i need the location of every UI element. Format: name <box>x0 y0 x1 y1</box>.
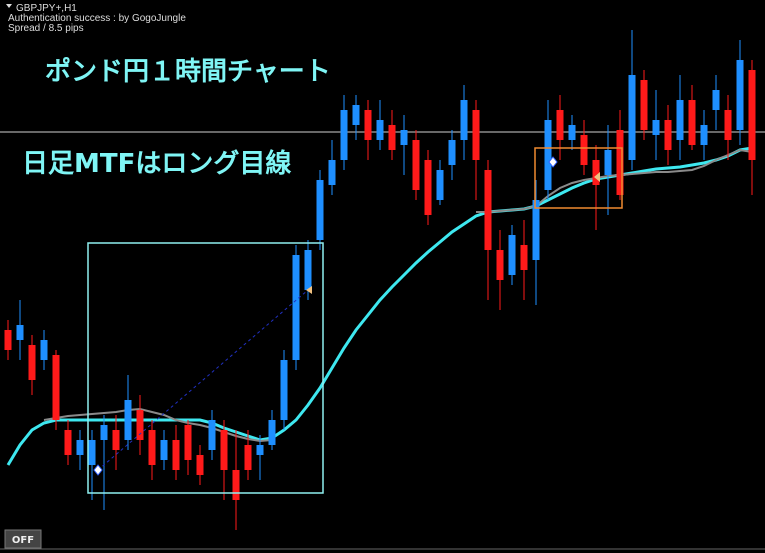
candle-body <box>736 60 744 130</box>
candle-body <box>724 110 732 140</box>
candle-body <box>28 345 36 380</box>
arrow-marker <box>93 464 103 476</box>
candle-body <box>340 110 348 160</box>
candle-body <box>316 180 324 240</box>
candle-body <box>532 200 540 260</box>
symbol: GBPJPY+,H1 <box>16 3 77 14</box>
auth-status: Authentication success : by GogoJungle <box>8 13 186 24</box>
candle-body <box>628 75 636 160</box>
candle-body <box>148 430 156 465</box>
candle-body <box>580 135 588 165</box>
indicator-line <box>43 407 273 443</box>
candle-body <box>688 100 696 145</box>
arrow-marker <box>306 286 312 294</box>
candle-body <box>496 250 504 280</box>
candle-body <box>268 420 276 445</box>
candle-body <box>400 130 408 145</box>
candle-body <box>652 120 660 135</box>
candle-body <box>364 110 372 140</box>
candle-body <box>76 440 84 455</box>
indicator-line <box>476 148 753 213</box>
candle-body <box>616 130 624 195</box>
candle-body <box>280 360 288 420</box>
candle-body <box>196 455 204 475</box>
candle-body <box>256 445 264 455</box>
candle-body <box>388 125 396 150</box>
candle-body <box>676 100 684 140</box>
candle-body <box>4 330 12 350</box>
candle-body <box>40 340 48 360</box>
candle-body <box>484 170 492 250</box>
candle-body <box>592 160 600 185</box>
candle-body <box>664 120 672 150</box>
candle-body <box>232 470 240 500</box>
candle-body <box>244 445 252 470</box>
candle-body <box>472 110 480 160</box>
candle-body <box>16 325 24 340</box>
candle-body <box>304 250 312 290</box>
menu-icon[interactable] <box>6 4 12 8</box>
candle-body <box>508 235 516 275</box>
trend-line <box>97 289 309 471</box>
button-bg[interactable] <box>4 529 42 549</box>
candle-body <box>52 355 60 420</box>
candle-body <box>412 140 420 190</box>
candle-body <box>640 80 648 130</box>
candle-body <box>352 105 360 125</box>
arrow-marker <box>548 156 558 168</box>
candle-body <box>136 410 144 440</box>
arrow-marker <box>594 172 600 182</box>
candle-body <box>220 430 228 470</box>
candle-body <box>172 440 180 470</box>
highlight-box <box>87 242 324 494</box>
candle-body <box>436 170 444 200</box>
candle-body <box>124 400 132 440</box>
annotation: 日足MTFはロング目線 <box>22 148 291 179</box>
candle-body <box>208 420 216 450</box>
candle-body <box>448 140 456 165</box>
candle-body <box>568 125 576 140</box>
spread: Spread / 8.5 pips <box>8 23 84 34</box>
candle-body <box>88 440 96 465</box>
candle-body <box>112 430 120 450</box>
candle-body <box>424 160 432 215</box>
candle-body <box>520 245 528 270</box>
plot <box>4 30 756 530</box>
candle-body <box>460 100 468 140</box>
candle-body <box>748 70 756 160</box>
candle-body <box>376 120 384 140</box>
candle-body <box>712 90 720 110</box>
candle-body <box>100 425 108 440</box>
annotation: ポンド円１時間チャート <box>45 56 331 87</box>
button-label[interactable]: OFF <box>12 535 34 546</box>
candle-body <box>544 120 552 190</box>
candle-body <box>556 110 564 140</box>
off-button[interactable]: OFF <box>4 529 42 549</box>
candle-body <box>292 255 300 360</box>
candle-body <box>160 440 168 460</box>
candle-body <box>64 430 72 455</box>
highlight-box <box>534 147 623 209</box>
candle-body <box>184 425 192 460</box>
candle-body <box>328 160 336 185</box>
candle-body <box>604 150 612 175</box>
candle-body <box>700 125 708 145</box>
